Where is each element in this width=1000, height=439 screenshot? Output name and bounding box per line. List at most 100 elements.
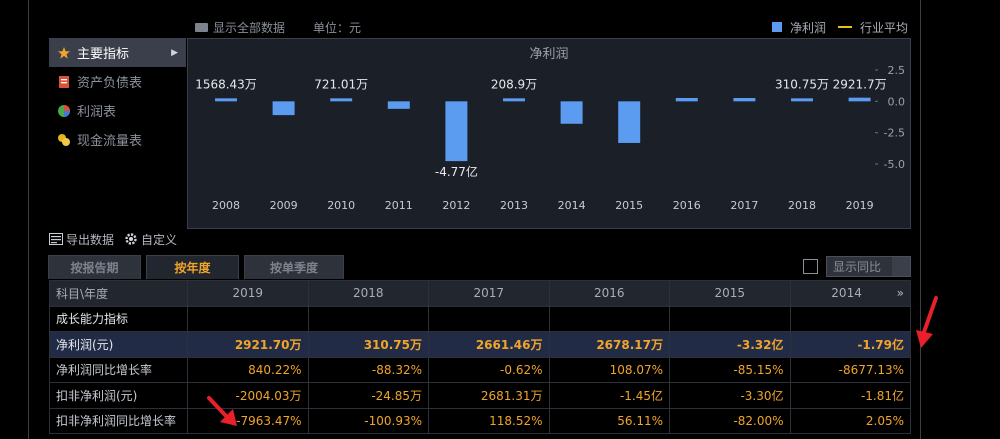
period-tabs: 按报告期 按年度 按单季度 (48, 255, 349, 279)
customize-label: 自定义 (141, 232, 178, 247)
table-cell: 310.75万 (307, 331, 429, 358)
menu-item-label: 利润表 (77, 105, 117, 120)
menu-item-balance-sheet[interactable]: 资产负债表 (49, 67, 186, 96)
header-year: 2018 (307, 280, 429, 307)
table-cell: 56.11% (548, 407, 670, 434)
row-label: 扣非净利润同比增长率 (49, 407, 188, 434)
bar-2011[interactable] (387, 101, 410, 109)
y-tick-label: 0.0 (888, 95, 906, 108)
show-all-data-label[interactable]: 显示全部数据 (213, 20, 286, 35)
tab-by-report-period[interactable]: 按报告期 (48, 255, 141, 279)
table-tools: 导出数据 自定义 (49, 229, 187, 249)
header-year: 2017 (428, 280, 550, 307)
bar-2012[interactable] (445, 101, 468, 162)
table-cell: 840.22% (187, 356, 309, 383)
x-tick-label: 2010 (327, 199, 355, 212)
menu-item-cash-flow[interactable]: 现金流量表 (49, 125, 186, 154)
annotation-arrow-right-icon (916, 296, 938, 348)
customize-button[interactable]: 自定义 (124, 231, 177, 248)
menu-item-label: 现金流量表 (77, 134, 143, 149)
table-cell (187, 305, 309, 332)
table-row[interactable]: 扣非净利润(元) -2004.03万 -24.85万 2681.31万 -1.4… (49, 382, 911, 409)
indicator-menu: 主要指标 ▶ 资产负债表 利润表 现金流量表 (49, 38, 186, 154)
x-tick-label: 2016 (673, 199, 701, 212)
more-columns-button[interactable]: » (896, 286, 904, 301)
tab-by-year[interactable]: 按年度 (146, 255, 239, 279)
tab-by-quarter[interactable]: 按单季度 (244, 255, 344, 279)
pie-chart-icon (57, 104, 71, 118)
x-tick-label: 2009 (270, 199, 298, 212)
show-all-data-toggle[interactable] (195, 22, 208, 32)
row-label: 净利润(元) (49, 331, 188, 358)
table-cell (307, 305, 429, 332)
yoy-label: 显示同比 (833, 260, 882, 274)
indicator-table: 科目\年度 2019 2018 2017 2016 2015 2014 » 成长能… (49, 280, 911, 434)
frame-left-border (28, 0, 29, 439)
row-label: 扣非净利润(元) (49, 382, 188, 409)
header-year: 2014 (831, 286, 862, 301)
table-row[interactable]: 扣非净利润同比增长率 -7963.47% -100.93% 118.52% 56… (49, 407, 911, 434)
legend-net-profit-label: 净利润 (789, 20, 826, 35)
menu-item-income-statement[interactable]: 利润表 (49, 96, 186, 125)
bar-2018[interactable] (791, 98, 813, 102)
unit-label: 单位：元 (313, 20, 362, 35)
y-tick-label: 2.5 (888, 64, 906, 77)
header-year-last: 2014 » (789, 280, 911, 307)
bar-2016[interactable] (675, 97, 698, 102)
chart-title: 净利润 (529, 47, 569, 62)
header-year: 2015 (669, 280, 791, 307)
chart-legend: 净利润 行业平均 (771, 18, 908, 36)
table-row[interactable]: 净利润同比增长率 840.22% -88.32% -0.62% 108.07% … (49, 356, 911, 383)
legend-net-profit-swatch (771, 22, 782, 32)
chart-plot: 2.5 0.0 -2.5 -5.0 2008 1568.43万 2009 2010 721.01… (195, 64, 906, 212)
bar-2015[interactable] (618, 101, 641, 143)
bar-2019[interactable] (848, 97, 871, 102)
table-cell: -8677.13% (789, 356, 911, 383)
table-cell: -3.32亿 (669, 331, 791, 358)
table-cell: -82.00% (669, 407, 791, 434)
table-cell: -24.85万 (307, 382, 429, 409)
y-tick-label: -2.5 (884, 127, 905, 140)
bar-2017[interactable] (733, 97, 756, 102)
yoy-checkbox[interactable] (803, 259, 818, 274)
table-cell: -100.93% (307, 407, 429, 434)
table-cell: -1.79亿 (789, 331, 911, 358)
table-header-row: 科目\年度 2019 2018 2017 2016 2015 2014 » (49, 280, 911, 307)
export-data-label: 导出数据 (66, 232, 115, 247)
gear-icon (125, 233, 137, 245)
bar-2013[interactable] (503, 98, 525, 102)
net-profit-chart: 净利润 2.5 0.0 -2.5 -5.0 2008 1568.43万 2009 2010 72… (187, 38, 911, 229)
legend-industry-avg-label: 行业平均 (859, 20, 908, 35)
yoy-dropdown[interactable]: 显示同比 (826, 256, 911, 277)
header-year: 2016 (548, 280, 670, 307)
frame-right-border (920, 0, 921, 439)
x-tick-label: 2019 (846, 199, 874, 212)
menu-item-main-indicators[interactable]: 主要指标 ▶ (49, 38, 186, 67)
table-cell: 108.07% (548, 356, 670, 383)
table-cell: 2.05% (789, 407, 911, 434)
x-tick-label: 2015 (615, 199, 643, 212)
table-row[interactable]: 净利润(元) 2921.70万 310.75万 2661.46万 2678.17… (49, 331, 911, 358)
x-tick-label: 2008 (212, 199, 240, 212)
dropdown-handle[interactable] (892, 257, 910, 276)
bar-2010[interactable] (330, 98, 353, 102)
yoy-control: 显示同比 (803, 256, 911, 277)
table-cell: -85.15% (669, 356, 791, 383)
annotation-arrow-left-icon (207, 396, 237, 426)
export-data-button[interactable]: 导出数据 (49, 231, 114, 248)
menu-item-label: 资产负债表 (77, 76, 143, 91)
table-cell (548, 305, 670, 332)
table-cell: 2681.31万 (428, 382, 550, 409)
table-cell: 2661.46万 (428, 331, 550, 358)
bar-2014[interactable] (560, 101, 583, 124)
data-label: 2921.7万 (833, 77, 887, 91)
export-icon (49, 233, 63, 245)
bar-2009[interactable] (272, 101, 295, 116)
table-cell: 2921.70万 (187, 331, 309, 358)
table-cell: -1.81亿 (789, 382, 911, 409)
legend-industry-avg-swatch (837, 26, 852, 28)
star-icon (57, 46, 71, 60)
data-label: 1568.43万 (195, 77, 257, 91)
bar-2008[interactable] (215, 98, 237, 102)
data-label: 310.75万 (775, 77, 829, 91)
